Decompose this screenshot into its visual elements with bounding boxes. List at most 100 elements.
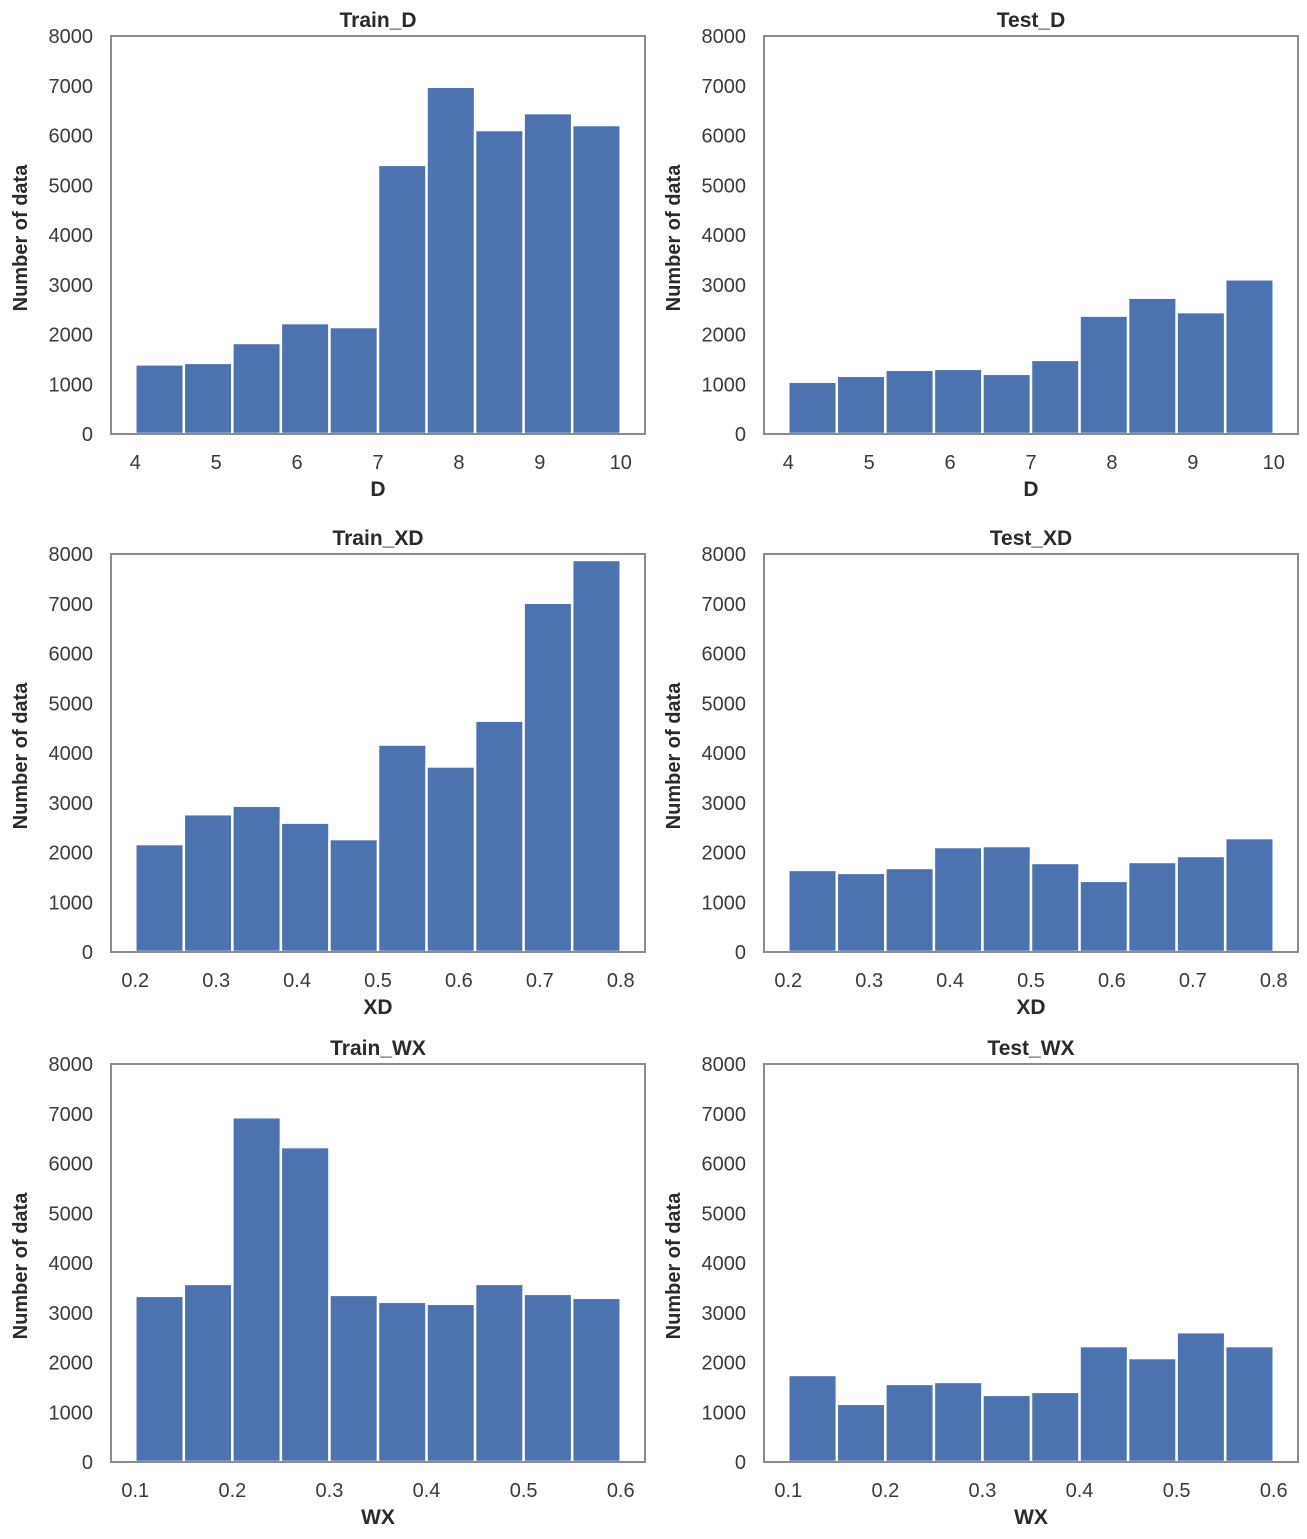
- y-tick-label: 8000: [49, 26, 94, 48]
- y-tick-label: 0: [735, 424, 746, 446]
- y-tick-label: 6000: [702, 644, 747, 666]
- x-tick-label: 0.5: [1163, 1480, 1191, 1502]
- y-tick-label: 1000: [49, 1402, 94, 1424]
- x-tick-label: 0.2: [774, 970, 802, 992]
- x-tick-label: 0.5: [364, 970, 392, 992]
- bar: [279, 321, 331, 436]
- bar: [425, 85, 477, 436]
- bar: [835, 374, 887, 436]
- y-tick-label: 7000: [702, 76, 747, 98]
- bar: [835, 1402, 887, 1464]
- bar: [1078, 314, 1130, 436]
- panel-train_xd: 0 1000 2000 3000 4000 5000 6000 7000 8000 0.2 0.3 0…: [10, 527, 646, 1019]
- bar: [279, 1145, 331, 1464]
- chart-title: Test_WX: [987, 1037, 1074, 1060]
- y-axis-label: Number of data: [663, 682, 685, 830]
- x-axis-label: D: [1023, 478, 1038, 501]
- x-tick-label: 8: [1106, 452, 1117, 474]
- y-tick-label: 3000: [702, 1303, 747, 1325]
- y-tick-label: 4000: [702, 225, 747, 247]
- x-tick-label: 5: [864, 452, 875, 474]
- y-axis-label: Number of data: [663, 1192, 685, 1340]
- x-axis-label: XD: [363, 996, 392, 1019]
- y-tick-label: 7000: [49, 1104, 94, 1126]
- y-tick-label: 5000: [702, 693, 747, 715]
- bar: [1029, 358, 1081, 436]
- y-tick-label: 3000: [49, 1303, 94, 1325]
- y-tick-label: 2000: [49, 843, 94, 865]
- x-tick-label: 0.4: [283, 970, 311, 992]
- bar: [932, 845, 984, 954]
- y-tick-label: 1000: [702, 892, 747, 914]
- x-tick-label: 10: [1263, 452, 1285, 474]
- x-tick-label: 0.8: [1260, 970, 1288, 992]
- bar: [932, 1380, 984, 1464]
- x-tick-label: 6: [945, 452, 956, 474]
- bar: [981, 1393, 1033, 1464]
- y-tick-label: 2000: [49, 1353, 94, 1375]
- bar: [1223, 1344, 1275, 1464]
- bar: [1175, 1330, 1227, 1464]
- x-tick-label: 0.3: [202, 970, 230, 992]
- panel-train_d: 0 1000 2000 3000 4000 5000 6000 7000 8000 4 5 6 7 8 9 1…: [10, 9, 646, 501]
- x-tick-label: 0.3: [855, 970, 883, 992]
- bar: [231, 1115, 283, 1464]
- y-tick-label: 8000: [49, 1054, 94, 1076]
- x-tick-label: 0.1: [121, 1480, 149, 1502]
- x-tick-label: 8: [453, 452, 464, 474]
- y-tick-label: 7000: [49, 76, 94, 98]
- bar: [1175, 310, 1227, 436]
- bar: [1126, 860, 1178, 954]
- y-tick-label: 4000: [49, 743, 94, 765]
- bar: [570, 1296, 622, 1464]
- bar: [182, 361, 234, 436]
- bar: [425, 765, 477, 954]
- x-tick-label: 0.6: [1260, 1480, 1288, 1502]
- bar: [473, 1282, 525, 1464]
- bar: [279, 821, 331, 954]
- y-tick-label: 7000: [49, 594, 94, 616]
- y-tick-label: 2000: [702, 325, 747, 347]
- y-tick-label: 3000: [702, 275, 747, 297]
- bar: [1223, 278, 1275, 436]
- y-axis-label: Number of data: [10, 1192, 32, 1340]
- bar: [570, 558, 622, 954]
- x-tick-label: 0.5: [510, 1480, 538, 1502]
- y-tick-label: 6000: [49, 1154, 94, 1176]
- y-tick-label: 7000: [702, 594, 747, 616]
- y-tick-label: 8000: [49, 544, 94, 566]
- y-tick-label: 2000: [702, 1353, 747, 1375]
- x-tick-label: 0.4: [413, 1480, 441, 1502]
- x-tick-label: 0.4: [936, 970, 964, 992]
- x-axis-label: XD: [1016, 996, 1045, 1019]
- bar: [1126, 1356, 1178, 1464]
- bar: [473, 128, 525, 436]
- bar: [473, 719, 525, 954]
- x-tick-label: 4: [783, 452, 794, 474]
- y-tick-label: 6000: [49, 126, 94, 148]
- y-tick-label: 1000: [49, 374, 94, 396]
- x-tick-label: 0.7: [526, 970, 554, 992]
- y-tick-label: 3000: [49, 793, 94, 815]
- y-tick-label: 2000: [49, 325, 94, 347]
- bar: [1223, 836, 1275, 954]
- bar: [932, 367, 984, 436]
- bar: [884, 368, 936, 436]
- bar: [134, 363, 186, 436]
- y-tick-label: 3000: [702, 793, 747, 815]
- y-tick-label: 4000: [49, 1253, 94, 1275]
- plot-frame: [110, 35, 646, 435]
- bar: [328, 325, 380, 436]
- bar: [787, 1373, 839, 1464]
- x-tick-label: 0.2: [218, 1480, 246, 1502]
- plot-frame: [763, 1063, 1299, 1463]
- y-tick-label: 5000: [49, 693, 94, 715]
- bar: [1078, 1344, 1130, 1464]
- x-tick-label: 6: [292, 452, 303, 474]
- x-axis-label: WX: [1014, 1506, 1048, 1529]
- bar: [835, 871, 887, 954]
- y-tick-label: 4000: [702, 743, 747, 765]
- bar: [570, 123, 622, 436]
- panel-test_wx: 0 1000 2000 3000 4000 5000 6000 7000 8000 0.1 0.2 0…: [663, 1037, 1299, 1529]
